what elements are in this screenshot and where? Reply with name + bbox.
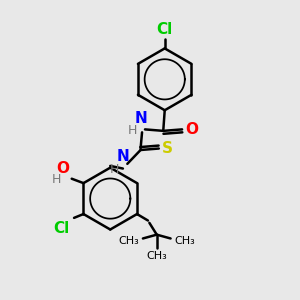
Text: H: H	[110, 163, 119, 176]
Text: S: S	[162, 141, 173, 156]
Text: H: H	[128, 124, 137, 137]
Text: N: N	[134, 111, 147, 126]
Text: N: N	[116, 149, 129, 164]
Text: CH₃: CH₃	[174, 236, 195, 246]
Text: Cl: Cl	[53, 221, 70, 236]
Text: Cl: Cl	[157, 22, 173, 37]
Text: CH₃: CH₃	[146, 251, 167, 261]
Text: O: O	[56, 161, 69, 176]
Text: H: H	[51, 173, 61, 186]
Text: CH₃: CH₃	[118, 236, 139, 246]
Text: O: O	[185, 122, 198, 137]
